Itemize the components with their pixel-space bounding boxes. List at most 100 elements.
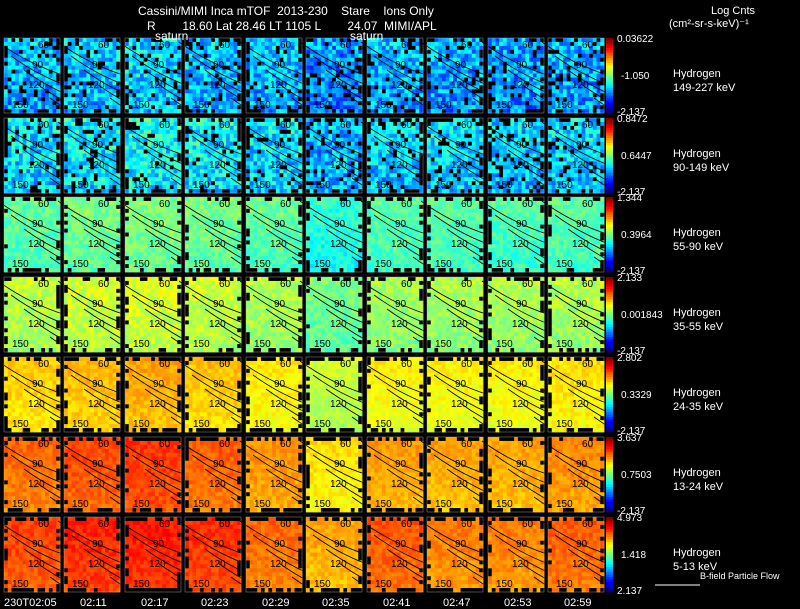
panel-r0-c7: 60 90 120 150 <box>420 38 542 133</box>
contour-line <box>0 201 67 236</box>
contour-label: 60 <box>401 439 413 450</box>
contour-label: 90 <box>395 459 407 470</box>
panel-r1-c5: 60 90 120 150 <box>299 118 421 213</box>
contour-line <box>420 520 490 556</box>
panel-border <box>487 356 545 433</box>
contour-label: 150 <box>435 180 452 191</box>
colorbar-mid: 0.7503 <box>621 470 652 481</box>
contour-line <box>360 440 430 476</box>
contour-line <box>567 548 637 584</box>
contour-label: 90 <box>92 379 104 390</box>
panel-r1-c2: 60 90 120 150 <box>118 118 240 213</box>
contour-line <box>593 416 663 452</box>
contour-line <box>178 360 248 396</box>
contour-label: 90 <box>334 140 346 151</box>
contour-line <box>118 520 188 556</box>
panel-r0-c9: 60 90 120 150 <box>541 38 663 133</box>
contour-label: 60 <box>98 120 110 131</box>
contour-label: 150 <box>556 419 573 430</box>
contour-label: 150 <box>496 419 513 430</box>
panel-r2-c7: 60 90 120 150 <box>420 197 542 292</box>
contour-label: 120 <box>209 160 226 171</box>
colorbar-max: 0.03622 <box>617 34 653 45</box>
contour-label: 120 <box>28 399 45 410</box>
contour-label: 150 <box>72 579 89 590</box>
contour-label: 150 <box>254 419 271 430</box>
contour-label: 60 <box>401 359 413 370</box>
contour-label: 120 <box>512 559 529 570</box>
panel-r6-c1: 60 90 120 150 <box>57 517 174 609</box>
contour-label: 90 <box>32 539 44 550</box>
contour-label: 120 <box>572 239 589 250</box>
contour-label: 150 <box>435 259 452 270</box>
contour-line <box>554 294 624 330</box>
contour-label: 150 <box>496 499 513 510</box>
panel-border <box>245 516 303 593</box>
contour-label: 150 <box>72 499 89 510</box>
colorbar-max: 0.8472 <box>617 114 648 125</box>
contour-label: 90 <box>455 379 467 390</box>
contour-label: 120 <box>330 239 347 250</box>
contour-label: 90 <box>32 459 44 470</box>
panel-border <box>184 516 242 593</box>
contour-label: 90 <box>153 60 165 71</box>
contour-label: 120 <box>28 559 45 570</box>
contour-label: 60 <box>461 199 473 210</box>
contour-label: 90 <box>274 299 286 310</box>
contour-label: 120 <box>572 559 589 570</box>
contour-label: 90 <box>153 299 165 310</box>
contour-label: 90 <box>334 539 346 550</box>
contour-line <box>541 280 611 316</box>
contour-label: 60 <box>280 120 292 131</box>
contour-label: 90 <box>576 379 588 390</box>
band-species: Hydrogen <box>673 547 721 560</box>
contour-label: 90 <box>213 459 225 470</box>
contour-line <box>554 454 624 490</box>
panel-label-saturn-2: saturn <box>350 30 383 43</box>
panel-border <box>426 436 484 513</box>
contour-label: 120 <box>149 80 166 91</box>
contour-label: 150 <box>72 180 89 191</box>
contour-label: 150 <box>12 579 29 590</box>
contour-label: 90 <box>576 140 588 151</box>
colorbar-min: -2.137 <box>617 506 645 517</box>
contour-label: 90 <box>334 379 346 390</box>
contour-label: 60 <box>159 40 171 51</box>
panel-border <box>366 276 424 353</box>
panel-r3-c9: 60 90 120 150 <box>541 277 663 372</box>
contour-label: 150 <box>314 419 331 430</box>
contour-label: 120 <box>330 160 347 171</box>
contour-label: 150 <box>193 419 210 430</box>
contour-label: 120 <box>512 479 529 490</box>
contour-label: 90 <box>213 219 225 230</box>
panel-border <box>305 356 363 433</box>
contour-label: 150 <box>133 419 150 430</box>
panel-r0-c8: 60 90 120 150 <box>481 38 603 133</box>
panel-r5-c2: 60 90 120 150 <box>118 437 240 532</box>
contour-label: 60 <box>522 40 534 51</box>
contour-label: 60 <box>401 199 413 210</box>
contour-label: 60 <box>159 519 171 530</box>
contour-line <box>420 121 490 157</box>
panel-border <box>547 37 605 114</box>
panel-border <box>547 436 605 513</box>
contour-label: 60 <box>522 439 534 450</box>
panel-r5-c8: 60 90 120 150 <box>481 437 603 532</box>
contour-label: 150 <box>496 259 513 270</box>
contour-line <box>239 280 309 316</box>
panel-border <box>245 196 303 273</box>
contour-label: 90 <box>395 60 407 71</box>
contour-line <box>299 280 369 316</box>
panel-r2-c3: 60 90 120 150 <box>178 197 300 292</box>
panel-r5-c9: 60 90 120 150 <box>541 437 663 532</box>
contour-label: 90 <box>274 539 286 550</box>
panel-border <box>547 276 605 353</box>
contour-label: 150 <box>72 339 89 350</box>
panel-r6-c0: 60 90 120 150 <box>0 517 114 609</box>
contour-label: 120 <box>391 80 408 91</box>
contour-label: 90 <box>455 60 467 71</box>
contour-line <box>481 121 551 157</box>
colorbar-r6 <box>606 517 613 593</box>
contour-line <box>580 83 650 119</box>
contour-label: 150 <box>133 259 150 270</box>
